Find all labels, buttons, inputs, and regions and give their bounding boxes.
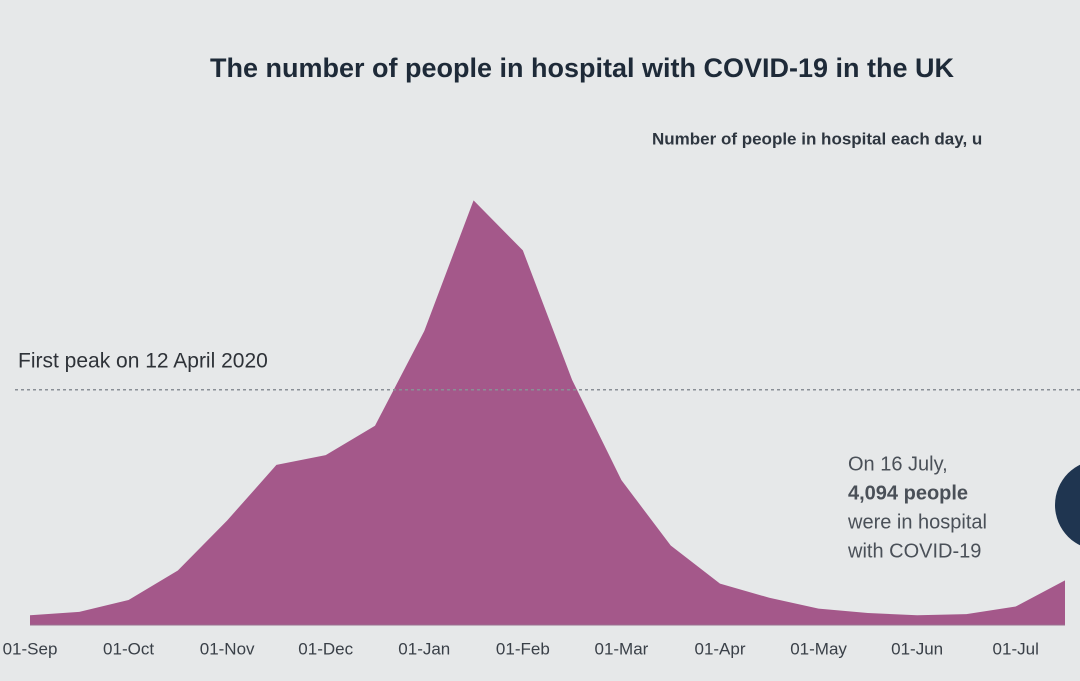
x-tick-label: 01-Feb [496, 639, 550, 658]
area [30, 200, 1065, 626]
reference-label: First peak on 12 April 2020 [18, 349, 268, 372]
x-tick-label: 01-Oct [103, 639, 154, 658]
chart-subtitle: Number of people in hospital each day, u [652, 129, 982, 148]
x-tick-label: 01-Nov [200, 639, 255, 658]
x-tick-label: 01-Jul [993, 639, 1039, 658]
x-tick-label: 01-May [790, 639, 847, 658]
x-tick-label: 01-Jan [398, 639, 450, 658]
annotation: 4,094 people [848, 482, 968, 504]
x-tick-label: 01-Apr [694, 639, 745, 658]
annotation: On 16 July, [848, 453, 948, 475]
annotation: with COVID-19 [847, 540, 981, 562]
x-tick-label: 01-Mar [594, 639, 648, 658]
x-tick-label: 01-Jun [891, 639, 943, 658]
decorative-circle [1055, 464, 1080, 546]
x-tick-label: 01-Dec [298, 639, 353, 658]
annotation: were in hospital [847, 511, 987, 533]
x-tick-label: 01-Sep [3, 639, 58, 658]
chart-title: The number of people in hospital with CO… [210, 53, 955, 83]
